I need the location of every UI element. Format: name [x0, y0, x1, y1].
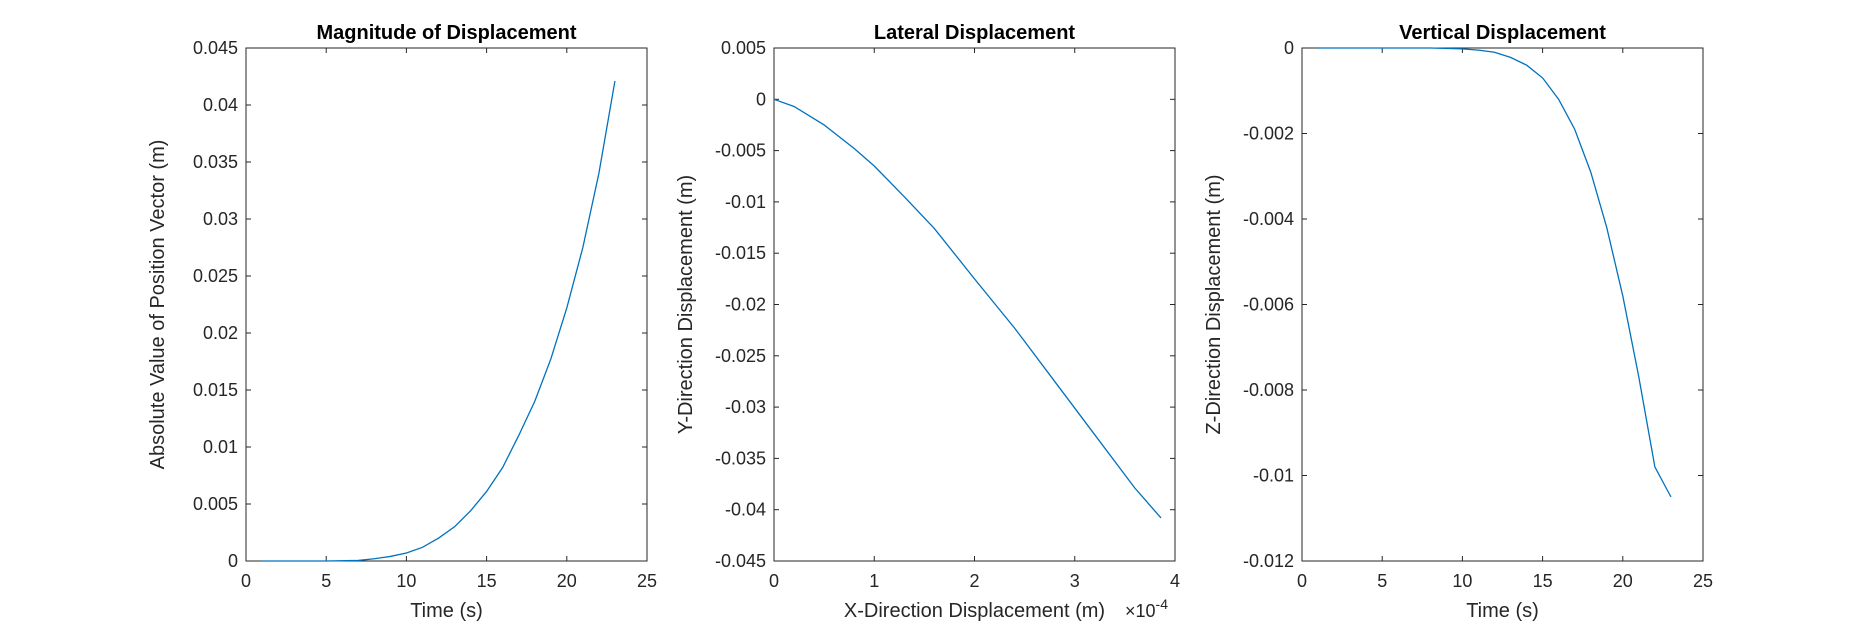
y-tick-label: 0.025: [193, 266, 238, 286]
x-tick-label: 15: [1533, 571, 1553, 591]
x-tick-label: 15: [477, 571, 497, 591]
y-axis-label: Z-Direction Displacement (m): [1203, 174, 1225, 434]
x-axis-exponent-label: ×10-4: [1125, 596, 1168, 621]
y-axis-label: Y-Direction Displacement (m): [675, 175, 697, 434]
x-tick-label: 5: [1377, 571, 1387, 591]
x-tick-label: 0: [241, 571, 251, 591]
y-tick-label: -0.01: [1253, 466, 1294, 486]
x-tick-label: 20: [1613, 571, 1633, 591]
axes-box: [773, 47, 1176, 562]
x-tick-label: 3: [1070, 571, 1080, 591]
y-tick-label: -0.045: [715, 551, 766, 571]
chart-title: Magnitude of Displacement: [316, 22, 576, 44]
y-tick-label: 0.015: [193, 380, 238, 400]
series-line-1: [773, 98, 1162, 519]
x-tick-label: 10: [1452, 571, 1472, 591]
y-tick-label: -0.03: [725, 397, 766, 417]
y-tick-label: 0.03: [203, 209, 238, 229]
x-tick-label: 10: [396, 571, 416, 591]
exponent-power: -4: [1156, 596, 1169, 612]
exponent-base: ×10: [1125, 601, 1156, 621]
x-axis-label: Time (s): [1466, 600, 1539, 622]
y-tick-label: -0.01: [725, 192, 766, 212]
x-tick-label: 4: [1170, 571, 1180, 591]
chart-panel-3: 0 5 10 15 20 25 -0.012 -0.01 -0.008 -0.006 -0.004 -…: [1203, 22, 1713, 622]
axes-box: [1301, 47, 1704, 562]
y-tick-label: -0.025: [715, 346, 766, 366]
y-tick-label: -0.004: [1243, 209, 1294, 229]
y-tick-label: 0.02: [203, 323, 238, 343]
y-tick-label: -0.015: [715, 243, 766, 263]
x-axis-label: Time (s): [410, 600, 483, 622]
y-tick-label: -0.002: [1243, 124, 1294, 144]
y-tick-label: 0.005: [721, 38, 766, 58]
x-tick-label: 0: [769, 571, 779, 591]
y-tick-label: -0.035: [715, 448, 766, 468]
chart-panel-2: 0 1 2 3 4 -0.045 -0.04 -0.035 -0.03 -0.025 -0.02 -0…: [675, 22, 1180, 622]
y-tick-label: 0: [1284, 38, 1294, 58]
y-tick-label: 0.01: [203, 437, 238, 457]
y-tick-label: -0.006: [1243, 295, 1294, 315]
x-tick-label: 5: [321, 571, 331, 591]
y-tick-label: -0.02: [725, 295, 766, 315]
y-tick-label: -0.04: [725, 500, 766, 520]
y-tick-label: 0.005: [193, 494, 238, 514]
y-tick-label: 0.045: [193, 38, 238, 58]
chart-title: Vertical Displacement: [1399, 22, 1606, 44]
y-tick-label: 0: [756, 89, 766, 109]
y-tick-label: 0: [228, 551, 238, 571]
y-tick-label: -0.005: [715, 141, 766, 161]
y-tick-label: -0.008: [1243, 380, 1294, 400]
x-axis-label: X-Direction Displacement (m): [844, 600, 1105, 622]
x-tick-label: 25: [637, 571, 657, 591]
x-tick-label: 20: [557, 571, 577, 591]
x-tick-label: 2: [969, 571, 979, 591]
x-tick-label: 0: [1297, 571, 1307, 591]
axes-box: [245, 47, 648, 562]
series-line-1: [262, 80, 616, 562]
chart-panel-1: 0 5 10 15 20 25 0 0.005 0.01 0.015 0.02 0.025 0.03 0.…: [147, 22, 657, 622]
series-line-1: [1318, 47, 1672, 498]
y-tick-label: 0.04: [203, 95, 238, 115]
x-tick-label: 25: [1693, 571, 1713, 591]
y-tick-label: -0.012: [1243, 551, 1294, 571]
chart-title: Lateral Displacement: [874, 22, 1076, 44]
y-tick-label: 0.035: [193, 152, 238, 172]
x-tick-label: 1: [869, 571, 879, 591]
y-axis-label: Absolute Value of Position Vector (m): [147, 140, 169, 470]
